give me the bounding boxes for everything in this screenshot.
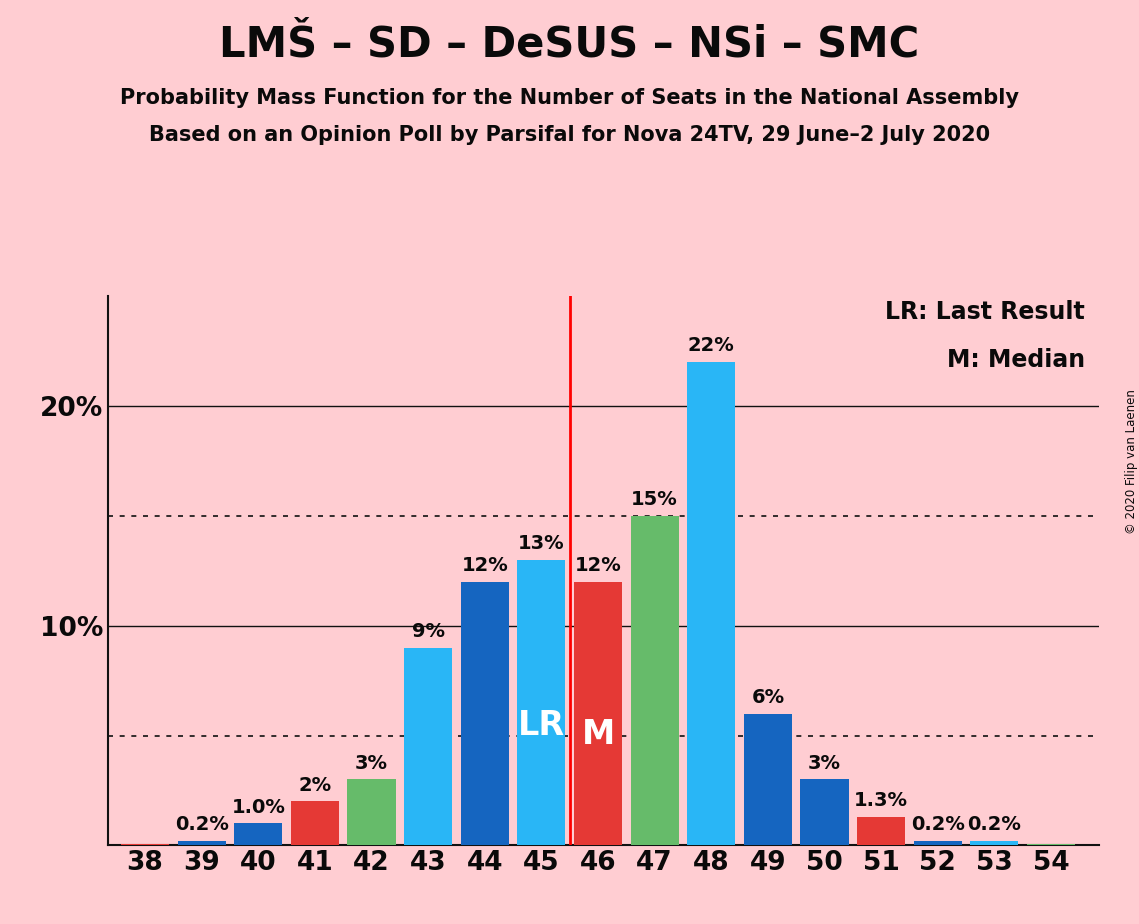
Bar [404, 648, 452, 845]
Text: Based on an Opinion Poll by Parsifal for Nova 24TV, 29 June–2 July 2020: Based on an Opinion Poll by Parsifal for… [149, 125, 990, 145]
Bar [235, 823, 282, 845]
Text: LR: Last Result: LR: Last Result [885, 300, 1085, 324]
Bar [460, 581, 509, 845]
Text: M: Median: M: Median [947, 348, 1085, 372]
Text: LR: LR [518, 709, 565, 742]
Bar [744, 713, 792, 845]
Bar [574, 581, 622, 845]
Bar [631, 516, 679, 845]
Text: M: M [581, 718, 615, 751]
Bar [801, 780, 849, 845]
Text: LMŠ – SD – DeSUS – NSi – SMC: LMŠ – SD – DeSUS – NSi – SMC [220, 23, 919, 65]
Text: 3%: 3% [808, 754, 841, 772]
Bar [913, 841, 961, 845]
Bar [687, 361, 736, 845]
Text: © 2020 Filip van Laenen: © 2020 Filip van Laenen [1124, 390, 1138, 534]
Text: 0.2%: 0.2% [967, 816, 1022, 834]
Text: 22%: 22% [688, 336, 735, 355]
Bar [347, 780, 395, 845]
Text: 13%: 13% [518, 534, 565, 553]
Text: 2%: 2% [298, 776, 331, 795]
Text: 15%: 15% [631, 490, 678, 509]
Text: 0.2%: 0.2% [174, 816, 229, 834]
Bar [290, 801, 339, 845]
Text: 9%: 9% [411, 622, 444, 641]
Text: 1.0%: 1.0% [231, 797, 285, 817]
Text: Probability Mass Function for the Number of Seats in the National Assembly: Probability Mass Function for the Number… [120, 88, 1019, 108]
Text: 3%: 3% [355, 754, 388, 772]
Text: 12%: 12% [461, 556, 508, 575]
Bar [970, 841, 1018, 845]
Text: 1.3%: 1.3% [854, 791, 908, 810]
Text: 12%: 12% [575, 556, 622, 575]
Bar [178, 841, 226, 845]
Bar [857, 817, 906, 845]
Text: 0.2%: 0.2% [911, 816, 965, 834]
Bar [517, 560, 565, 845]
Text: 6%: 6% [752, 687, 785, 707]
